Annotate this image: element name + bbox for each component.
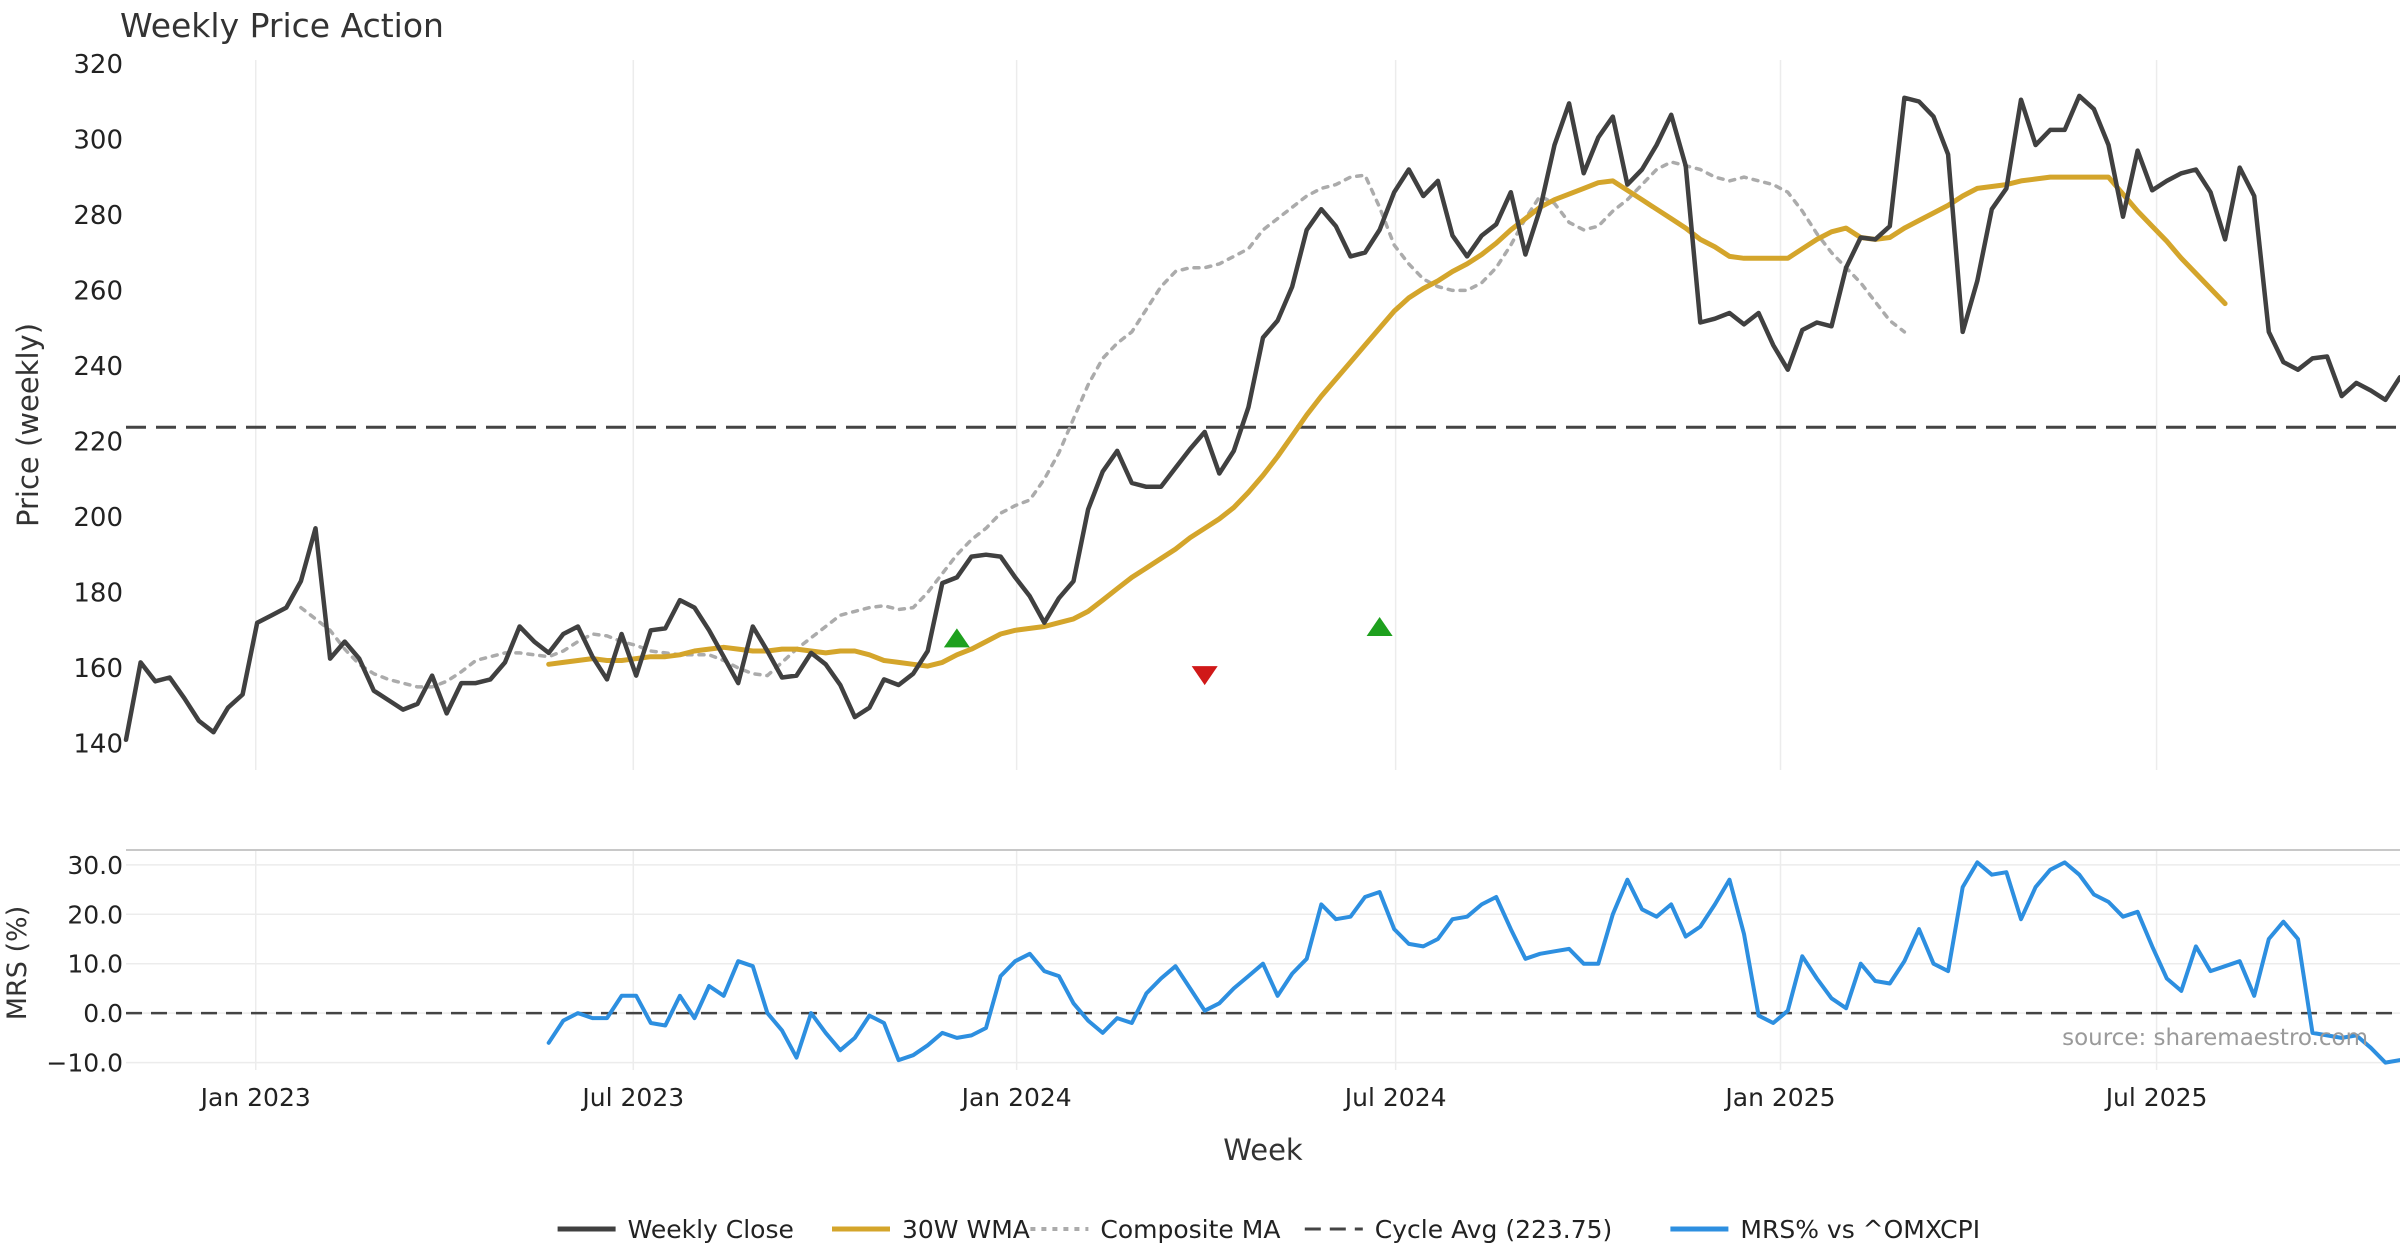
weekly-close-line: [123, 93, 2400, 743]
mrs-ytick-label: 10.0: [67, 950, 123, 979]
x-tick-label: Jan 2025: [1723, 1083, 1835, 1112]
price-ytick-label: 200: [73, 503, 123, 533]
text-layer: Weekly Price Action Price (weekly) MRS (…: [2, 6, 2368, 1167]
legend-label-30w-wma: 30W WMA: [902, 1215, 1030, 1244]
buy-signal-marker: [943, 628, 970, 648]
mrs-ytick-label: 20.0: [67, 900, 123, 929]
mrs-ytick-label: 30.0: [67, 851, 123, 880]
price-ytick-label: 240: [73, 352, 123, 382]
x-axis-label: Week: [1223, 1133, 1303, 1167]
composite-ma-line: [299, 160, 1907, 689]
mrs-line: [546, 860, 2400, 1065]
x-tick-label: Jan 2023: [199, 1083, 311, 1112]
legend-label-cycle-avg-223-75: Cycle Avg (223.75): [1375, 1215, 1613, 1244]
price-ytick-label: 180: [73, 579, 123, 609]
buy-signal-marker: [1366, 616, 1393, 636]
price-ytick-label: 280: [73, 201, 123, 231]
price-ytick-label: 140: [73, 730, 123, 760]
series-layer: [123, 93, 2400, 1065]
x-tick-label: Jul 2024: [1343, 1083, 1447, 1112]
x-tick-label: Jul 2025: [2104, 1083, 2208, 1112]
price-ytick-label: 260: [73, 276, 123, 306]
price-axis-label: Price (weekly): [11, 323, 45, 527]
source-watermark: source: sharemaestro.com: [2062, 1025, 2368, 1051]
tick-labels: 140 160 180 200 220 240 260 280 300 320 −10.0 0.0 10…: [46, 50, 2207, 1112]
legend-label-weekly-close: Weekly Close: [628, 1215, 794, 1244]
chart-title: Weekly Price Action: [120, 6, 444, 45]
price-ytick-label: 220: [73, 427, 123, 457]
mrs-ytick-label: 0.0: [83, 999, 123, 1028]
price-ytick-label: 160: [73, 654, 123, 684]
sell-signal-marker: [1191, 666, 1218, 686]
signal-markers: [943, 616, 1393, 686]
price-ytick-label: 320: [73, 50, 123, 80]
30w-wma-line: [546, 174, 2228, 669]
legend-label-mrs-vs-omxcpi: MRS% vs ^OMXCPI: [1740, 1215, 1980, 1244]
x-tick-label: Jul 2023: [580, 1083, 684, 1112]
mrs-ytick-label: −10.0: [46, 1049, 123, 1078]
legend: Weekly Close 30W WMA Composite MA Cycle Avg…: [557, 1215, 1980, 1244]
grid-layer: [126, 60, 2400, 1070]
mrs-axis-label: MRS (%): [2, 906, 33, 1021]
x-tick-label: Jan 2024: [960, 1083, 1072, 1112]
reference-lines: [126, 425, 2400, 1015]
legend-label-composite-ma: Composite MA: [1100, 1215, 1280, 1244]
price-ytick-label: 300: [73, 125, 123, 155]
